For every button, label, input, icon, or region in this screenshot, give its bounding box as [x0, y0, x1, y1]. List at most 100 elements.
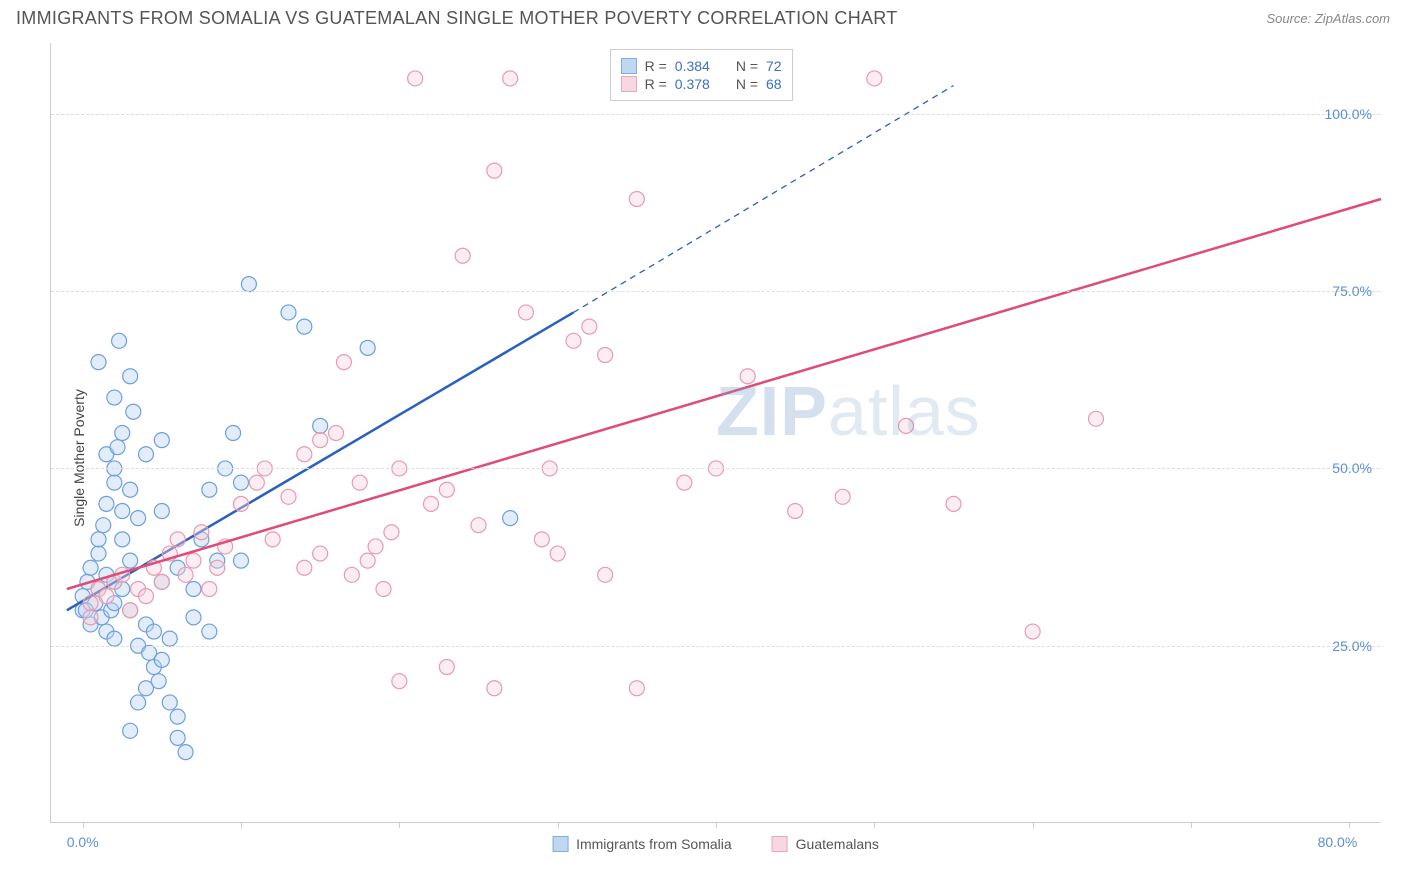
data-point-guatemalans [83, 596, 98, 611]
chart-area: Single Mother Poverty ZIPatlas R =0.384N… [0, 33, 1406, 883]
data-point-guatemalans [1089, 411, 1104, 426]
data-point-guatemalans [210, 560, 225, 575]
data-point-somalia [115, 426, 130, 441]
data-point-somalia [126, 404, 141, 419]
data-point-guatemalans [329, 426, 344, 441]
data-point-guatemalans [487, 163, 502, 178]
data-point-somalia [131, 695, 146, 710]
data-point-guatemalans [123, 603, 138, 618]
n-label: N = [736, 76, 758, 92]
data-point-somalia [297, 319, 312, 334]
data-point-somalia [241, 277, 256, 292]
data-point-guatemalans [360, 553, 375, 568]
data-point-somalia [99, 496, 114, 511]
swatch-guatemalans [621, 76, 637, 92]
data-point-somalia [107, 631, 122, 646]
series-legend: Immigrants from Somalia Guatemalans [552, 836, 879, 852]
data-point-somalia [91, 532, 106, 547]
r-value: 0.378 [675, 76, 710, 92]
data-point-guatemalans [234, 496, 249, 511]
data-point-guatemalans [170, 532, 185, 547]
gridline [51, 468, 1380, 469]
data-point-guatemalans [740, 369, 755, 384]
data-point-guatemalans [867, 71, 882, 86]
data-point-guatemalans [566, 333, 581, 348]
chart-svg [51, 43, 1381, 823]
xtick [558, 822, 559, 828]
data-point-guatemalans [202, 582, 217, 597]
source-label: Source: ZipAtlas.com [1266, 11, 1390, 26]
legend-swatch-guatemalans [772, 836, 788, 852]
xtick [1349, 822, 1350, 828]
data-point-somalia [123, 723, 138, 738]
legend-swatch-somalia [552, 836, 568, 852]
data-point-somalia [154, 652, 169, 667]
data-point-somalia [360, 340, 375, 355]
legend-item-somalia: Immigrants from Somalia [552, 836, 732, 852]
data-point-guatemalans [503, 71, 518, 86]
xtick [83, 822, 84, 828]
data-point-somalia [281, 305, 296, 320]
xtick-label: 0.0% [67, 834, 99, 850]
data-point-somalia [170, 709, 185, 724]
stats-row-guatemalans: R =0.378N =68 [621, 76, 782, 92]
data-point-guatemalans [178, 567, 193, 582]
data-point-guatemalans [788, 504, 803, 519]
data-point-somalia [123, 369, 138, 384]
data-point-guatemalans [408, 71, 423, 86]
data-point-guatemalans [899, 418, 914, 433]
data-point-somalia [186, 582, 201, 597]
plot-region: ZIPatlas R =0.384N =72R =0.378N =68 Immi… [50, 43, 1380, 823]
data-point-somalia [115, 532, 130, 547]
data-point-somalia [313, 418, 328, 433]
data-point-guatemalans [313, 546, 328, 561]
xtick [716, 822, 717, 828]
data-point-somalia [162, 631, 177, 646]
data-point-somalia [154, 504, 169, 519]
data-point-somalia [202, 482, 217, 497]
data-point-guatemalans [99, 589, 114, 604]
data-point-guatemalans [519, 305, 534, 320]
data-point-guatemalans [313, 433, 328, 448]
data-point-guatemalans [1025, 624, 1040, 639]
data-point-guatemalans [83, 610, 98, 625]
data-point-guatemalans [424, 496, 439, 511]
data-point-guatemalans [455, 248, 470, 263]
ytick-label: 50.0% [1332, 460, 1372, 476]
data-point-guatemalans [392, 674, 407, 689]
data-point-somalia [107, 475, 122, 490]
data-point-guatemalans [582, 319, 597, 334]
data-point-guatemalans [368, 539, 383, 554]
xtick [874, 822, 875, 828]
data-point-somalia [112, 333, 127, 348]
xtick [399, 822, 400, 828]
xtick [1033, 822, 1034, 828]
data-point-somalia [234, 475, 249, 490]
legend-item-guatemalans: Guatemalans [772, 836, 879, 852]
data-point-guatemalans [352, 475, 367, 490]
gridline [51, 291, 1380, 292]
ytick-label: 75.0% [1332, 283, 1372, 299]
data-point-somalia [146, 624, 161, 639]
data-point-somalia [226, 426, 241, 441]
data-point-guatemalans [336, 355, 351, 370]
r-label: R = [645, 76, 667, 92]
data-point-guatemalans [154, 574, 169, 589]
xtick-label: 80.0% [1318, 834, 1358, 850]
ytick-label: 100.0% [1325, 106, 1372, 122]
data-point-somalia [170, 730, 185, 745]
data-point-guatemalans [471, 518, 486, 533]
n-label: N = [736, 58, 758, 74]
data-point-guatemalans [297, 447, 312, 462]
data-point-somalia [178, 745, 193, 760]
data-point-guatemalans [186, 553, 201, 568]
data-point-somalia [154, 433, 169, 448]
data-point-somalia [91, 355, 106, 370]
data-point-guatemalans [384, 525, 399, 540]
data-point-guatemalans [550, 546, 565, 561]
chart-title: IMMIGRANTS FROM SOMALIA VS GUATEMALAN SI… [16, 8, 898, 29]
swatch-somalia [621, 58, 637, 74]
data-point-guatemalans [677, 475, 692, 490]
data-point-somalia [162, 695, 177, 710]
ytick-label: 25.0% [1332, 638, 1372, 654]
